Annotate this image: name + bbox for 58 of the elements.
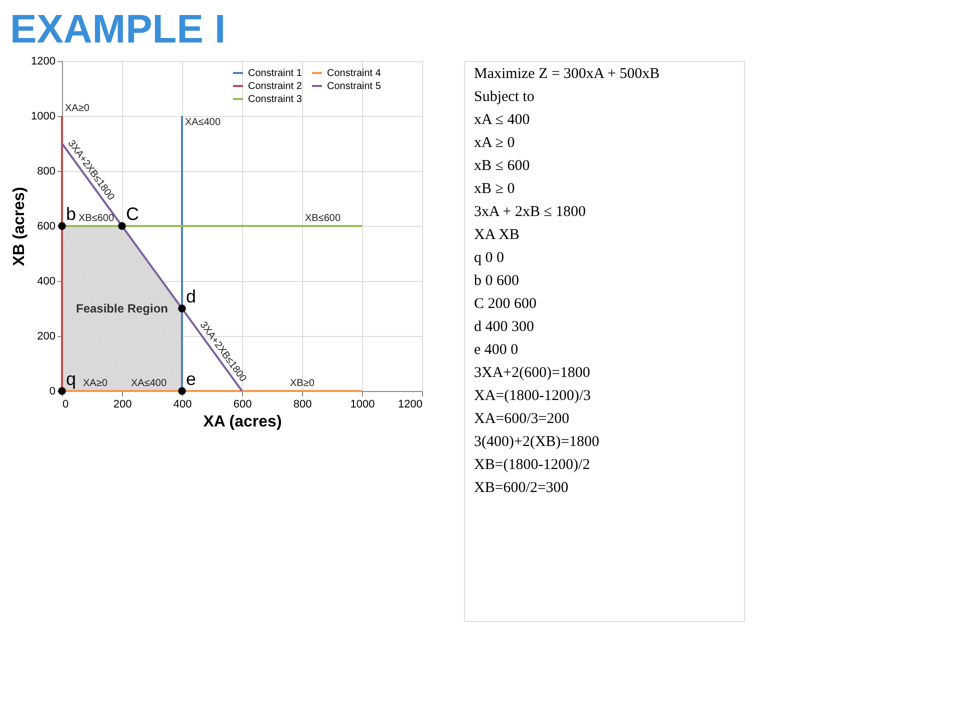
text: XA=600/3=200 xyxy=(474,411,570,427)
y-tick-label: 600 xyxy=(37,220,56,232)
y-tick-label: 800 xyxy=(37,166,56,178)
text: XB=(1800-1200)/2 xyxy=(474,457,590,473)
y-axis-title: XB (acres) xyxy=(11,186,28,266)
legend-label: Constraint 2 xyxy=(248,81,302,92)
y-tick-label: 1000 xyxy=(31,110,56,122)
y-tick-label: 0 xyxy=(49,386,56,398)
y-tick-label: 400 xyxy=(37,276,56,288)
annotation: XA≤400 xyxy=(185,116,221,128)
text: xA ≤ 400 xyxy=(474,112,530,128)
annotation: XB≤600 xyxy=(78,213,114,224)
text: C 200 600 xyxy=(474,296,537,312)
legend-label: Constraint 4 xyxy=(327,68,382,79)
data-label: b xyxy=(66,204,76,224)
annotation: XB≥0 xyxy=(290,378,315,389)
series-label: Feasible Region xyxy=(76,302,168,316)
text: e 400 0 xyxy=(474,342,518,358)
text: XA XB xyxy=(474,227,520,243)
data-label: d xyxy=(186,286,196,306)
x-tick-label: 600 xyxy=(233,398,252,410)
data-label: e xyxy=(186,369,196,389)
text: 3XA+2(600)=1800 xyxy=(474,365,590,381)
annotation: XA≤400 xyxy=(131,378,167,389)
point xyxy=(58,222,66,230)
text: 3(400)+2(XB)=1800 xyxy=(474,434,600,450)
annotation: XA≥0 xyxy=(83,378,108,389)
legend-label: Constraint 3 xyxy=(248,94,302,105)
text: Maximize Z = 300xA + 500xB xyxy=(474,66,660,82)
text: xA ≥ 0 xyxy=(474,135,515,151)
text: 3xA + 2xB ≤ 1800 xyxy=(474,204,586,220)
y-tick-label: 200 xyxy=(37,330,56,342)
text: Subject to xyxy=(474,89,534,105)
annotation: XA≥0 xyxy=(65,103,90,114)
point xyxy=(118,222,126,230)
text: xB ≤ 600 xyxy=(474,158,530,174)
data-label: q xyxy=(66,369,76,389)
text: q 0 0 xyxy=(474,250,504,266)
text: XA=(1800-1200)/3 xyxy=(474,388,591,404)
data-label: C xyxy=(126,204,139,224)
legend-label: Constraint 5 xyxy=(327,81,382,92)
x-tick-label: 800 xyxy=(293,398,312,410)
x-tick-label: 1200 xyxy=(398,398,422,410)
x-tick-label: 400 xyxy=(173,398,192,410)
text: b 0 600 xyxy=(474,273,519,289)
point xyxy=(178,387,186,395)
annotation: XB≤600 xyxy=(305,213,341,224)
text: d 400 300 xyxy=(474,319,534,335)
x-tick-label: 1000 xyxy=(350,398,375,410)
x-axis-title: XA (acres) xyxy=(203,414,282,430)
legend-label: Constraint 1 xyxy=(248,68,302,79)
x-tick-label: 200 xyxy=(113,398,132,410)
x-tick-label: 0 xyxy=(62,398,69,410)
text: xB ≥ 0 xyxy=(474,181,515,197)
text: XB=600/2=300 xyxy=(474,480,568,496)
y-tick-label: 1200 xyxy=(31,56,56,68)
point xyxy=(178,304,186,312)
chart-title: EXAMPLE I xyxy=(10,8,226,52)
